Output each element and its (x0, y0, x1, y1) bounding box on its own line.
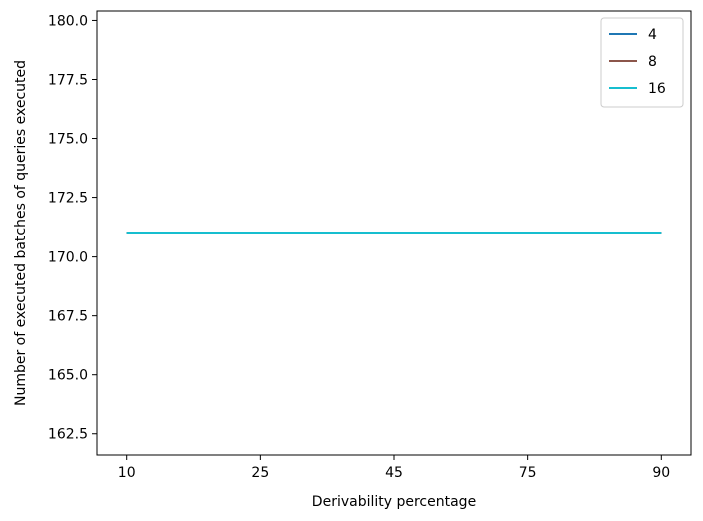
legend: 4 8 16 (600, 17, 684, 108)
y-tick-label: 170.0 (48, 250, 88, 266)
y-tick-label: 165.0 (48, 368, 88, 384)
x-tick-label: 25 (251, 465, 269, 481)
y-axis-ticks: 162.5 165.0 167.5 170.0 172.5 175.0 177.5 180.0 (48, 13, 97, 443)
legend-box (600, 17, 684, 108)
legend-label: 8 (648, 54, 657, 70)
legend-label: 4 (648, 27, 657, 43)
x-tick-label: 75 (519, 465, 537, 481)
x-axis-label: Derivability percentage (312, 494, 476, 510)
y-tick-label: 162.5 (48, 427, 88, 443)
x-axis-ticks: 10 25 45 75 90 (118, 455, 670, 481)
x-tick-label: 45 (385, 465, 403, 481)
y-tick-label: 180.0 (48, 13, 88, 29)
y-tick-label: 172.5 (48, 191, 88, 207)
x-tick-label: 90 (652, 465, 670, 481)
y-tick-label: 175.0 (48, 132, 88, 148)
x-tick-label: 10 (118, 465, 136, 481)
y-tick-label: 167.5 (48, 309, 88, 325)
y-axis-label: Number of executed batches of queries ex… (13, 60, 29, 406)
y-tick-label: 177.5 (48, 72, 88, 88)
legend-label: 16 (648, 81, 666, 97)
